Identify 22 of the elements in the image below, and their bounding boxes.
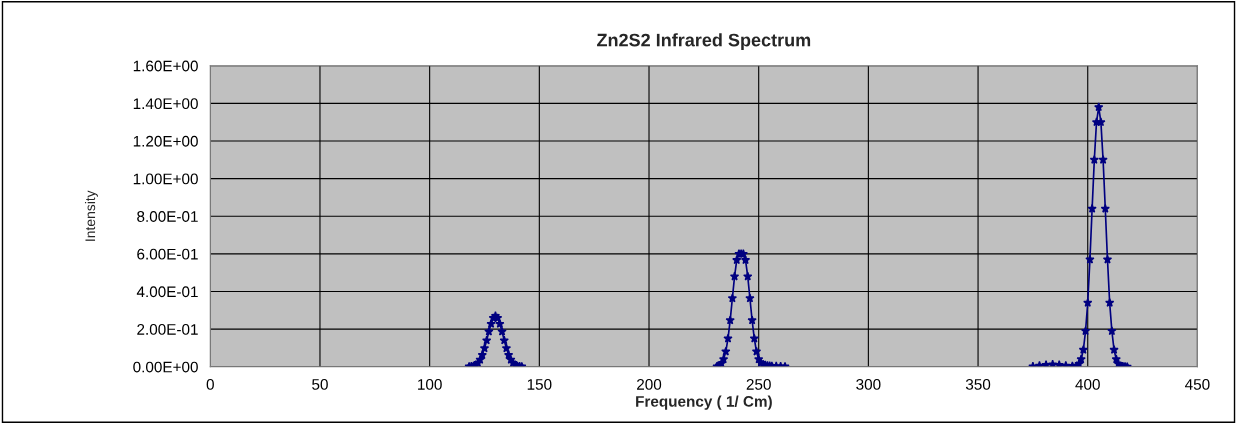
- x-tick-label: 0: [206, 378, 214, 390]
- x-tick-label: 100: [418, 378, 442, 390]
- y-tick-label: 1.40E+00: [133, 98, 198, 110]
- x-tick-label: 450: [1185, 378, 1210, 390]
- x-tick-label: 300: [856, 378, 881, 390]
- y-tick-label: 1.00E+00: [133, 173, 198, 185]
- x-tick-label: 400: [1075, 378, 1100, 390]
- x-axis-title: Frequency ( 1/ Cm): [636, 395, 772, 410]
- y-tick-label: 1.20E+00: [133, 135, 198, 147]
- chart-title: Zn2S2 Infrared Spectrum: [597, 33, 811, 51]
- x-tick-label: 350: [965, 378, 991, 390]
- y-tick-label: 0.00E+00: [133, 361, 198, 373]
- y-tick-label: 6.00E-01: [137, 248, 198, 260]
- x-tick-label: 50: [312, 378, 328, 390]
- y-tick-label: 4.00E-01: [136, 286, 198, 298]
- x-tick-label: 250: [746, 378, 771, 390]
- x-tick-label: 200: [637, 378, 662, 390]
- y-tick-label: 1.60E+00: [133, 60, 198, 72]
- y-axis-title: Intensity: [84, 190, 98, 241]
- x-tick-label: 150: [527, 378, 552, 390]
- y-tick-label: 2.00E-01: [137, 324, 198, 335]
- y-tick-label: 8.00E-01: [137, 211, 198, 222]
